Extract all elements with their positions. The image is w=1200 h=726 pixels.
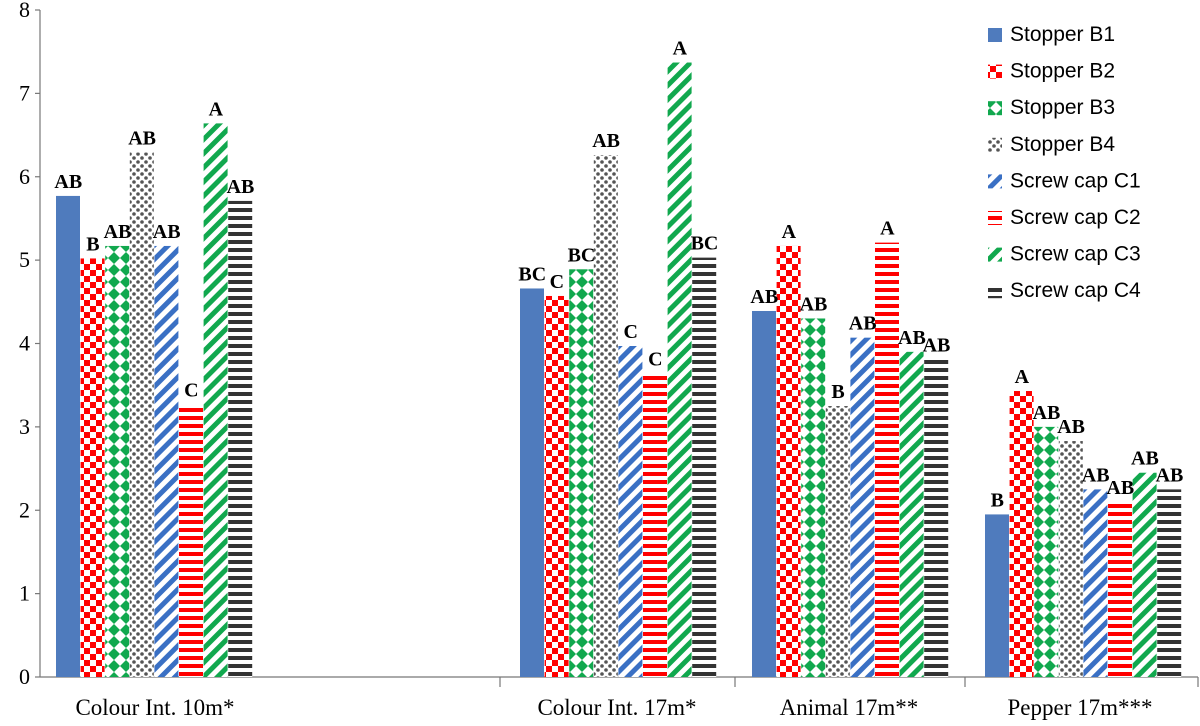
significance-label: AB [104, 221, 132, 243]
legend-swatch [988, 101, 1002, 116]
bar-screw-cap-c2 [875, 242, 899, 677]
x-category-label: Pepper 17m*** [1007, 695, 1152, 720]
legend: Stopper B1 Stopper B2 Stopper B3 Stopper B4… [988, 23, 1141, 302]
legend-label: Screw cap C3 [1010, 243, 1141, 266]
legend-label: Screw cap C4 [1010, 279, 1141, 302]
significance-label: BC [518, 263, 546, 285]
significance-label: C [184, 379, 198, 401]
x-category-label: Colour Int. 17m* [537, 695, 696, 720]
significance-label: AB [1131, 448, 1159, 470]
significance-label: BC [568, 244, 596, 266]
bar-screw-cap-c3 [899, 351, 924, 677]
legend-label: Screw cap C1 [1010, 169, 1141, 192]
significance-label: C [623, 321, 637, 343]
significance-label: AB [849, 313, 877, 335]
significance-label: AB [898, 327, 926, 349]
legend-swatch [988, 64, 1002, 79]
axes: 0 1 2 3 4 5 6 7 8 Colour Int. 10m* Colour Int. 17m… [19, 0, 1199, 720]
legend-swatch [988, 28, 1002, 42]
y-tick-label: 5 [19, 247, 30, 272]
significance-label: AB [592, 130, 620, 152]
bar-screw-cap-c3 [1132, 472, 1157, 677]
significance-label: AB [750, 286, 778, 308]
legend-swatch [988, 174, 1002, 189]
significance-label: AB [1057, 416, 1085, 438]
significance-label: A [1015, 366, 1030, 388]
legend-swatch [988, 284, 1002, 299]
bar-screw-cap-c2 [179, 404, 203, 677]
significance-label: A [209, 98, 224, 120]
significance-label: B [86, 233, 99, 255]
significance-label: AB [923, 334, 951, 356]
y-tick-label: 4 [19, 331, 30, 356]
significance-label: AB [1082, 464, 1110, 486]
bar-stopper-b3 [569, 269, 594, 677]
significance-label: AB [1156, 464, 1184, 486]
significance-label: AB [54, 171, 82, 193]
legend-label: Stopper B3 [1010, 96, 1115, 119]
bar-stopper-b4 [825, 406, 850, 677]
significance-label: BC [691, 233, 719, 255]
bar-screw-cap-c1 [154, 245, 179, 678]
legend-label: Screw cap C2 [1010, 206, 1141, 229]
bar-screw-cap-c3 [203, 123, 228, 677]
significance-label: AB [128, 128, 156, 150]
significance-label: A [880, 218, 895, 240]
bars [56, 62, 1182, 678]
y-tick-label: 2 [19, 497, 30, 522]
bar-screw-cap-c2 [643, 373, 667, 677]
bar-screw-cap-c4 [692, 257, 717, 677]
bar-stopper-b3 [1034, 426, 1059, 677]
significance-label: A [782, 221, 797, 243]
bar-screw-cap-c1 [850, 337, 875, 677]
bar-screw-cap-c1 [618, 346, 643, 677]
x-category-label: Colour Int. 10m* [75, 695, 234, 720]
bar-stopper-b1 [56, 195, 80, 677]
significance-label: C [550, 271, 564, 293]
legend-label: Stopper B4 [1010, 133, 1115, 156]
significance-label: AB [227, 176, 255, 198]
y-tick-label: 8 [19, 0, 30, 22]
bar-stopper-b2 [1009, 391, 1034, 677]
bar-screw-cap-c1 [1083, 489, 1108, 677]
bar-screw-cap-c4 [924, 359, 949, 677]
significance-label: C [648, 349, 662, 371]
bar-screw-cap-c4 [1157, 489, 1182, 677]
bar-stopper-b2 [80, 258, 105, 677]
significance-label: AB [1106, 477, 1134, 499]
legend-swatch [988, 247, 1002, 262]
significance-label: B [831, 381, 844, 403]
bar-screw-cap-c3 [667, 62, 692, 678]
bar-screw-cap-c4 [228, 200, 253, 677]
bar-stopper-b3 [801, 318, 826, 677]
y-tick-label: 3 [19, 414, 30, 439]
legend-label: Stopper B2 [1010, 60, 1115, 83]
bar-stopper-b4 [1058, 441, 1083, 677]
y-tick-label: 6 [19, 164, 30, 189]
bar-stopper-b4 [129, 152, 154, 678]
bar-stopper-b1 [985, 514, 1009, 677]
y-tick-label: 0 [19, 664, 30, 689]
bar-stopper-b1 [520, 288, 544, 677]
bar-stopper-b4 [593, 155, 618, 677]
significance-label: AB [153, 221, 181, 243]
bar-stopper-b2 [776, 245, 801, 678]
y-tick-label: 1 [19, 581, 30, 606]
x-category-label: Animal 17m** [780, 695, 919, 720]
legend-swatch [988, 211, 1002, 225]
bar-stopper-b2 [544, 295, 569, 677]
bar-stopper-b1 [752, 310, 776, 677]
legend-swatch [988, 137, 1002, 152]
bar-stopper-b3 [105, 245, 130, 678]
legend-label: Stopper B1 [1010, 23, 1115, 46]
bar-screw-cap-c2 [1108, 501, 1132, 677]
significance-label: A [673, 38, 688, 60]
significance-label: AB [1033, 402, 1061, 424]
significance-label: B [991, 489, 1004, 511]
significance-label: AB [800, 293, 828, 315]
y-tick-label: 7 [19, 80, 30, 105]
